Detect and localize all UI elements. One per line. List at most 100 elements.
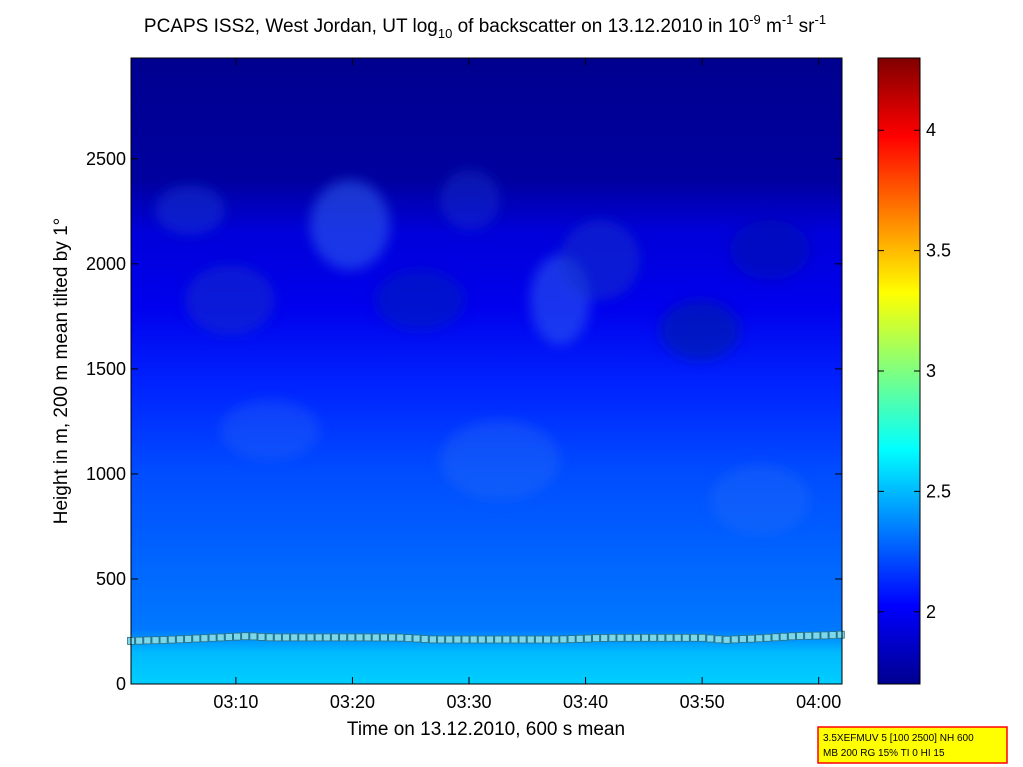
x-tick-label: 03:50: [680, 692, 725, 712]
layer-marker: [592, 634, 600, 643]
layer-marker: [265, 633, 274, 642]
layer-marker: [388, 633, 397, 642]
layer-marker: [739, 635, 747, 643]
config-note-line-1: 3.5XEFMUV 5 [100 2500] NH 600: [823, 733, 974, 744]
layer-marker: [159, 636, 168, 644]
layer-marker: [494, 635, 503, 644]
texture-patch: [155, 185, 225, 235]
layer-marker: [486, 635, 494, 644]
layer-marker: [233, 632, 242, 641]
layer-marker: [249, 632, 258, 641]
x-axis-ticks: 03:10 03:20 03:30 03:40 03:50 04:00: [213, 58, 841, 712]
texture-patch: [440, 420, 560, 500]
x-axis-label: Time on 13.12.2010, 600 s mean: [347, 719, 625, 740]
layer-marker: [290, 633, 299, 642]
layer-marker: [306, 633, 315, 642]
layer-marker: [796, 632, 804, 640]
layer-marker: [567, 635, 576, 643]
layer-marker: [690, 633, 698, 642]
x-tick-label: 04:00: [796, 692, 841, 712]
x-tick-label: 03:20: [330, 692, 375, 712]
layer-marker: [461, 635, 470, 644]
plot-area: 03:10 03:20 03:30 03:40 03:50 04:00 0 500 1000 1…: [86, 57, 845, 712]
layer-marker: [396, 633, 405, 642]
colorbar-gradient: [877, 57, 921, 685]
layer-marker: [828, 631, 837, 639]
config-note: 3.5XEFMUV 5 [100 2500] NH 600 MB 200 RG …: [817, 726, 1008, 764]
layer-marker: [804, 631, 813, 640]
y-tick-label: 1000: [86, 464, 126, 484]
plot-frame: [130, 57, 843, 685]
layer-marker: [812, 631, 821, 640]
layer-marker: [600, 634, 609, 642]
colorbar-tick-label: 2.5: [926, 481, 951, 501]
layer-marker: [616, 633, 625, 642]
layer-marker: [681, 633, 690, 642]
layer-marker: [608, 633, 617, 642]
x-tick-label: 03:10: [213, 692, 258, 712]
layer-marker: [779, 632, 788, 641]
layer-marker: [339, 633, 348, 642]
layer-marker: [502, 635, 511, 644]
layer-marker: [657, 633, 666, 642]
texture-patch: [560, 220, 640, 300]
layer-marker: [526, 635, 535, 644]
x-tick-label: 03:30: [446, 692, 491, 712]
layer-marker: [747, 634, 755, 643]
layer-marker: [257, 633, 266, 641]
layer-marker: [469, 635, 478, 644]
layer-marker: [135, 636, 144, 645]
layer-marker: [665, 633, 674, 642]
layer-marker: [633, 633, 641, 642]
layer-marker: [836, 630, 845, 639]
layer-marker: [216, 633, 225, 642]
layer-marker: [347, 633, 356, 642]
layer-marker: [176, 635, 184, 644]
texture-patches: [155, 170, 810, 535]
texture-patch: [730, 220, 810, 280]
layer-marker: [151, 636, 160, 645]
texture-patch: [220, 400, 320, 460]
texture-patch: [185, 265, 275, 335]
layer-marker: [445, 635, 454, 644]
layer-marker: [698, 633, 706, 642]
layer-marker: [624, 633, 633, 642]
layer-marker: [649, 633, 658, 642]
layer-marker: [355, 633, 364, 642]
layer-marker: [241, 632, 250, 641]
layer-marker: [763, 633, 772, 642]
layer-marker: [143, 636, 152, 645]
y-axis-ticks: 0 500 1000 1500 2000 2500: [86, 149, 842, 694]
layer-marker: [510, 635, 519, 644]
backscatter-field: [131, 58, 842, 684]
layer-marker: [200, 634, 209, 643]
layer-marker: [363, 633, 372, 642]
layer-height-markers: [127, 630, 845, 645]
colorbar-tick-label: 3: [926, 361, 936, 381]
layer-marker: [273, 633, 282, 642]
texture-patch: [660, 300, 740, 360]
layer-marker: [559, 635, 568, 644]
texture-patch: [375, 270, 465, 330]
colorbar-tick-label: 3.5: [926, 241, 951, 261]
layer-marker: [404, 634, 413, 642]
y-tick-label: 2500: [86, 149, 126, 169]
layer-marker: [412, 634, 421, 643]
colorbar-tick-label: 2: [926, 602, 936, 622]
layer-marker: [730, 635, 739, 644]
layer-marker: [184, 635, 193, 643]
x-tick-label: 03:40: [563, 692, 608, 712]
layer-marker: [208, 633, 217, 642]
layer-marker: [575, 634, 584, 643]
layer-marker: [192, 634, 201, 643]
layer-marker: [477, 635, 486, 644]
layer-marker: [167, 635, 176, 644]
layer-marker: [722, 635, 731, 644]
layer-marker: [518, 635, 527, 644]
layer-marker: [535, 635, 543, 644]
layer-marker: [755, 634, 764, 643]
chart-title: PCAPS ISS2, West Jordan, UT log10 of bac…: [144, 12, 826, 41]
layer-marker: [673, 633, 682, 642]
layer-marker: [437, 635, 445, 644]
